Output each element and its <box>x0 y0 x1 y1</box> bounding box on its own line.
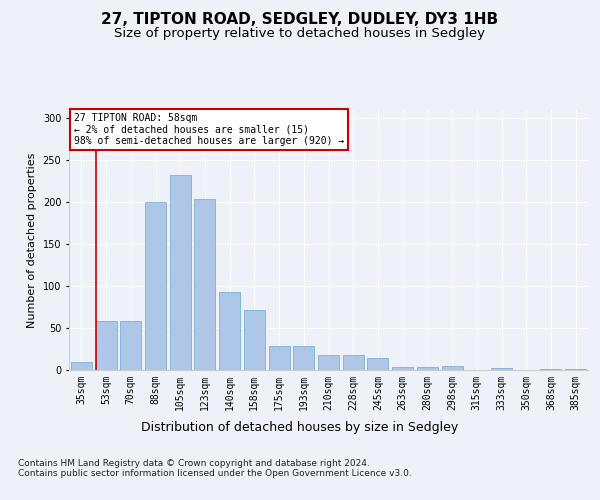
Bar <box>343 355 364 370</box>
Bar <box>244 310 265 370</box>
Text: Size of property relative to detached houses in Sedgley: Size of property relative to detached ho… <box>115 28 485 40</box>
Bar <box>442 366 463 370</box>
Bar <box>367 358 388 370</box>
Bar <box>318 355 339 370</box>
Text: Contains public sector information licensed under the Open Government Licence v3: Contains public sector information licen… <box>18 468 412 477</box>
Bar <box>145 202 166 370</box>
Bar <box>194 199 215 370</box>
Bar <box>392 366 413 370</box>
Text: 27 TIPTON ROAD: 58sqm
← 2% of detached houses are smaller (15)
98% of semi-detac: 27 TIPTON ROAD: 58sqm ← 2% of detached h… <box>74 112 344 146</box>
Text: Contains HM Land Registry data © Crown copyright and database right 2024.: Contains HM Land Registry data © Crown c… <box>18 458 370 468</box>
Text: 27, TIPTON ROAD, SEDGLEY, DUDLEY, DY3 1HB: 27, TIPTON ROAD, SEDGLEY, DUDLEY, DY3 1H… <box>101 12 499 28</box>
Bar <box>491 368 512 370</box>
Bar <box>95 322 116 370</box>
Bar <box>170 174 191 370</box>
Bar <box>293 346 314 370</box>
Bar <box>120 322 141 370</box>
Bar <box>269 346 290 370</box>
Y-axis label: Number of detached properties: Number of detached properties <box>27 152 37 328</box>
Bar <box>541 369 562 370</box>
Text: Distribution of detached houses by size in Sedgley: Distribution of detached houses by size … <box>142 421 458 434</box>
Bar <box>219 292 240 370</box>
Bar <box>417 366 438 370</box>
Bar <box>565 369 586 370</box>
Bar <box>71 362 92 370</box>
